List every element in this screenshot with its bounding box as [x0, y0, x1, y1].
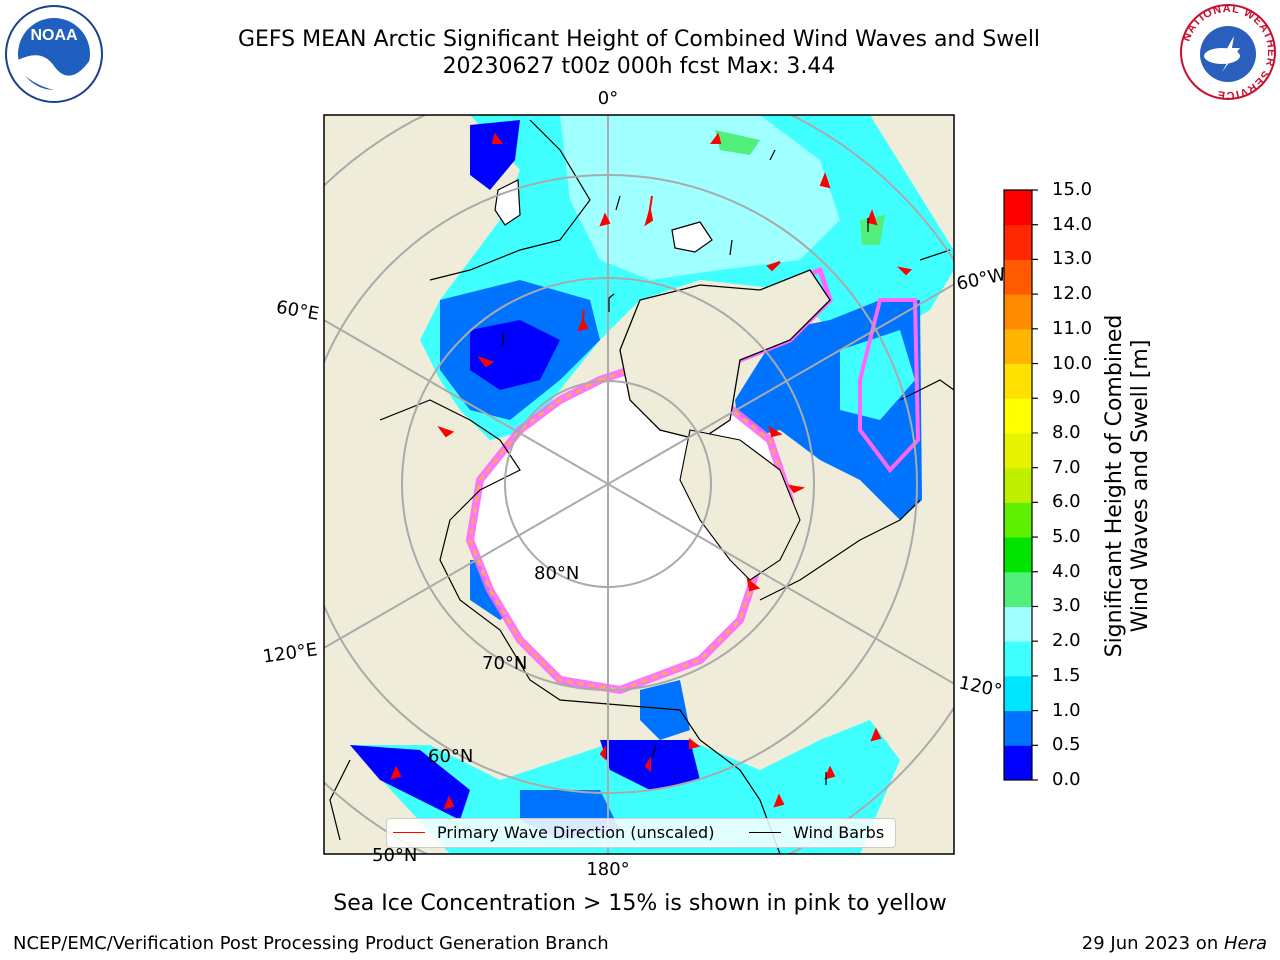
lon-label-180: 180°: [586, 859, 629, 880]
colorbar-segment: [1004, 710, 1032, 746]
footer-date: 29 Jun 2023 on Hera: [1082, 933, 1267, 954]
colorbar-segment: [1004, 259, 1032, 295]
sea-ice-note: Sea Ice Concentration > 15% is shown in …: [333, 891, 947, 916]
colorbar-tick-label: 1.0: [1052, 699, 1081, 721]
colorbar-tick-label: 11.0: [1052, 317, 1093, 339]
colorbar-tick-label: 8.0: [1052, 421, 1081, 443]
wave-direction-arrows: [390, 132, 913, 810]
colorbar-tick-label: 13.0: [1052, 248, 1093, 270]
colorbar-tick-label: 4.0: [1052, 560, 1081, 582]
lat-label-50n: 50°N: [372, 845, 417, 866]
lon-label-0: 0°: [598, 88, 618, 109]
colorbar-segment: [1004, 363, 1032, 399]
wind-barb-legend-line: [749, 832, 781, 833]
colorbar-tick-label: 15.0: [1052, 179, 1093, 200]
wind-barbs: [502, 149, 869, 785]
map-legend: Primary Wave Direction (unscaled) Wind B…: [386, 818, 896, 848]
map-frame: [323, 114, 955, 855]
colorbar-tick-label: 2.0: [1052, 630, 1081, 652]
colorbar-tick-label: 1.5: [1052, 664, 1081, 686]
lat-label-70n: 70°N: [482, 653, 527, 674]
lat-label-60n: 60°N: [428, 746, 473, 767]
colorbar-tick-label: 0.5: [1052, 734, 1081, 756]
greenland: [619, 269, 831, 441]
colorbar-label-line-2: Wind Waves and Swell [m]: [1128, 339, 1153, 633]
colorbar-frame: [1003, 189, 1033, 781]
noaa-logo-icon: NOAA: [4, 4, 104, 104]
ocean-field: [350, 115, 954, 854]
colorbar-segment: [1004, 398, 1032, 434]
footer-date-text: 29 Jun 2023 on: [1081, 933, 1224, 954]
lon-label-120e: 120°E: [262, 639, 319, 667]
colorbar-tick-label: 5.0: [1052, 526, 1081, 548]
wind-barb-legend-label: Wind Barbs: [793, 823, 885, 842]
colorbar-segment: [1004, 467, 1032, 503]
colorbar-segment: [1004, 432, 1032, 469]
footer-host: Hera: [1223, 933, 1267, 954]
colorbar-segment: [1004, 641, 1032, 677]
colorbar-tick-label: 14.0: [1052, 213, 1093, 235]
colorbar-tick-label: 0.0: [1052, 769, 1081, 790]
primary-wave-legend-label: Primary Wave Direction (unscaled): [437, 823, 715, 842]
colorbar: [1003, 189, 1038, 781]
primary-wave-legend-line: [393, 832, 425, 833]
graticule: [324, 115, 954, 854]
colorbar-segment: [1004, 224, 1032, 260]
svg-text:NOAA: NOAA: [30, 27, 78, 44]
colorbar-tick-label: 10.0: [1052, 352, 1093, 374]
colorbar-segment: [1004, 537, 1032, 573]
colorbar-tick-label: 3.0: [1052, 595, 1081, 617]
colorbar-segment: [1004, 606, 1032, 642]
chart-title: GEFS MEAN Arctic Significant Height of C…: [0, 26, 1278, 80]
colorbar-segment: [1004, 502, 1032, 538]
colorbar-segment: [1004, 571, 1032, 607]
colorbar-segment: [1004, 675, 1032, 712]
lat-label-80n: 80°N: [534, 563, 579, 584]
colorbar-label-line-1: Significant Height of Combined: [1102, 314, 1127, 658]
lon-label-60e: 60°E: [275, 297, 321, 325]
colorbar-segment: [1004, 294, 1032, 330]
colorbar-segment: [1004, 745, 1032, 781]
lon-label-60w: 60°W: [955, 264, 1008, 295]
colorbar-segment: [1004, 328, 1032, 365]
title-line-1: GEFS MEAN Arctic Significant Height of C…: [237, 27, 1041, 52]
colorbar-tick-label: 12.0: [1052, 283, 1093, 305]
colorbar-tick-label: 6.0: [1052, 491, 1081, 513]
footer-credit: NCEP/EMC/Verification Post Processing Pr…: [13, 933, 609, 954]
title-line-2: 20230627 t00z 000h fcst Max: 3.44: [442, 54, 836, 79]
colorbar-tick-label: 7.0: [1052, 456, 1081, 478]
colorbar-tick-label: 9.0: [1052, 387, 1081, 409]
nws-logo-icon: NATIONAL WEATHER SERVICE: [1178, 2, 1278, 102]
colorbar-segment: [1004, 190, 1032, 226]
